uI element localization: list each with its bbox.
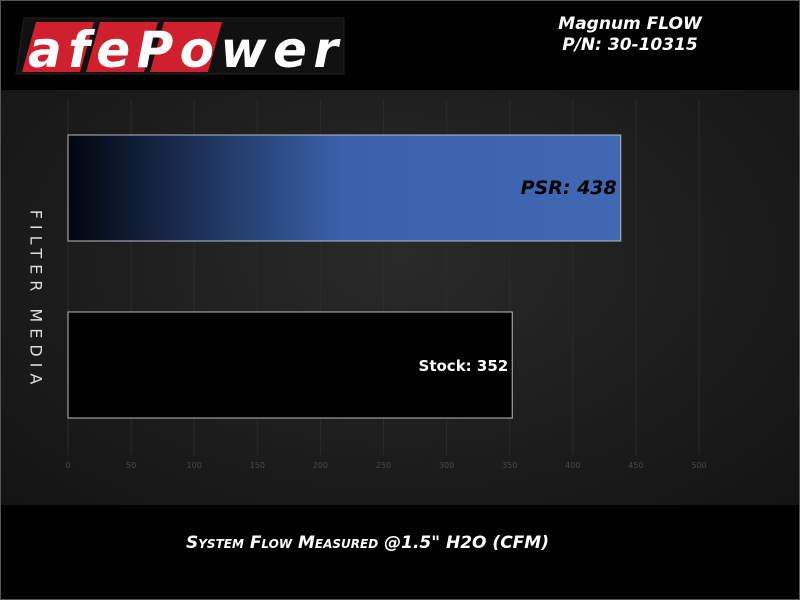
x-tick-label: 0 bbox=[65, 461, 70, 470]
x-tick-label: 350 bbox=[502, 461, 517, 470]
x-tick-label: 300 bbox=[439, 461, 454, 470]
data-label: PSR: 438 bbox=[521, 177, 617, 199]
bar-psr bbox=[67, 134, 622, 242]
part-number: P/N: 30-10315 bbox=[562, 35, 698, 55]
x-tick-label: 150 bbox=[250, 461, 265, 470]
x-axis-label: System Flow Measured @1.5" H2O (CFM) bbox=[186, 533, 549, 553]
chart-title: Magnum FLOW P/N: 30-10315 bbox=[530, 14, 730, 56]
x-tick-label: 50 bbox=[126, 461, 136, 470]
x-tick-label: 250 bbox=[376, 461, 391, 470]
afe-power-logo: afePower bbox=[15, 17, 345, 79]
x-tick-label: 500 bbox=[691, 461, 706, 470]
svg-text:afePower: afePower bbox=[28, 21, 341, 79]
x-tick-label: 100 bbox=[187, 461, 202, 470]
x-tick-label: 200 bbox=[313, 461, 328, 470]
bar-stock bbox=[67, 311, 513, 419]
data-label: Stock: 352 bbox=[419, 357, 509, 375]
x-tick-label: 450 bbox=[628, 461, 643, 470]
x-tick-label: 400 bbox=[565, 461, 580, 470]
product-name: Magnum FLOW bbox=[558, 14, 702, 34]
